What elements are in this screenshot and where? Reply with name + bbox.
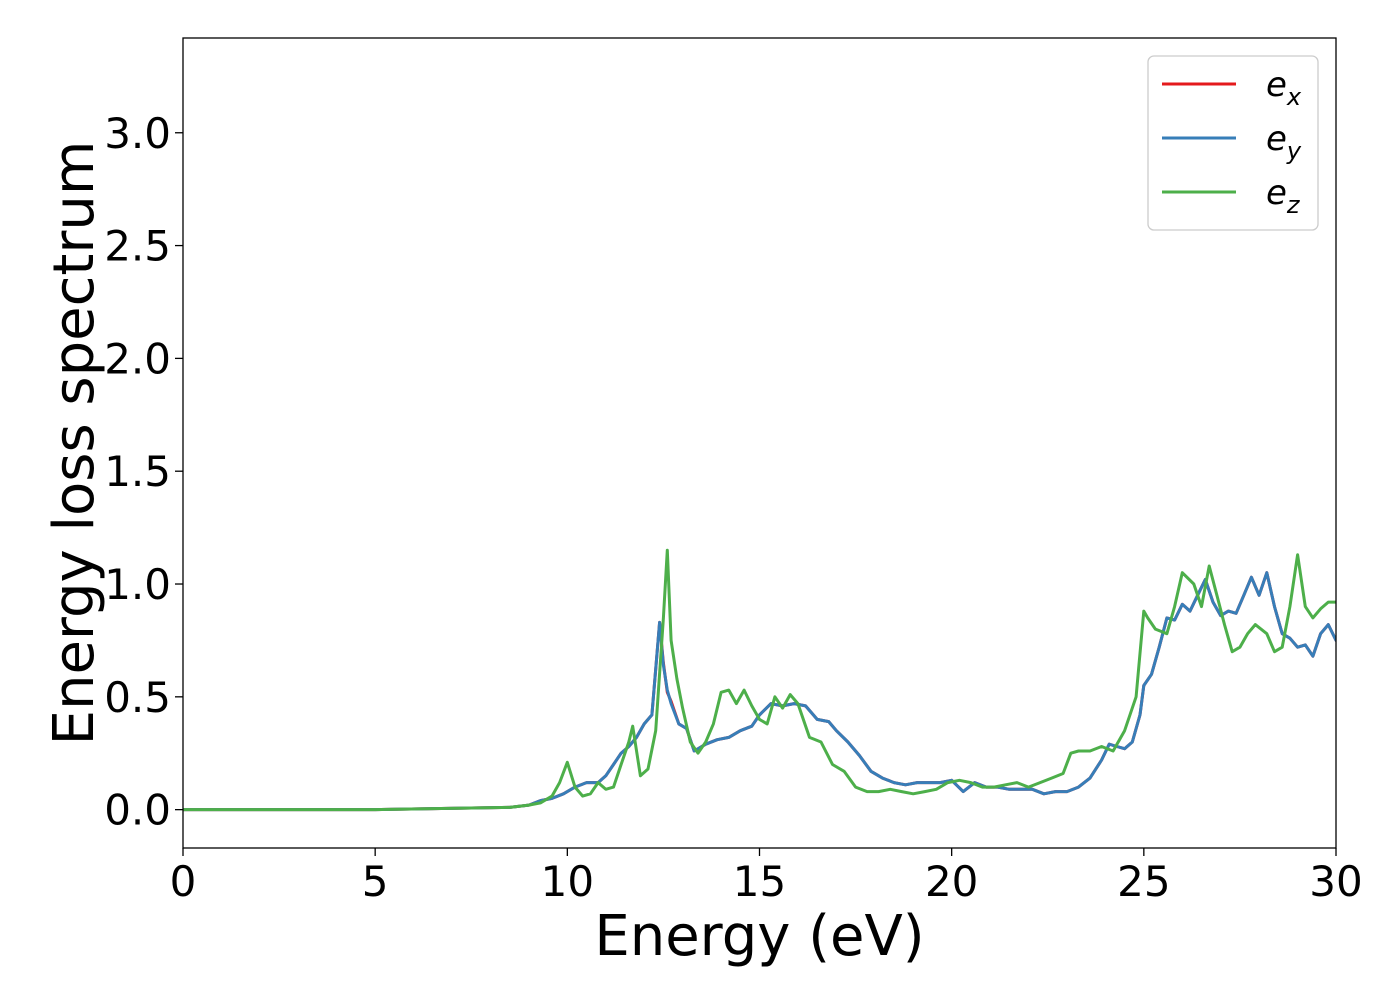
x-tick-label: 0 <box>170 857 197 906</box>
legend-label-z: ez <box>1266 173 1301 219</box>
y-axis-title: Energy loss spectrum <box>42 141 107 746</box>
y-tick-label: 1.5 <box>104 447 171 496</box>
series-lines <box>183 548 1336 812</box>
y-tick-label: 1.0 <box>104 560 171 609</box>
x-tick-label: 25 <box>1117 857 1170 906</box>
legend: ex ey ez <box>1147 55 1319 231</box>
series-line-y <box>183 571 1336 812</box>
series-line-x <box>183 571 1336 812</box>
legend-frame <box>1147 55 1319 231</box>
legend-label-x: ex <box>1266 65 1302 111</box>
y-tick-label: 3.0 <box>104 109 171 158</box>
x-axis-title: Energy (eV) <box>594 904 924 969</box>
legend-label-y: ey <box>1266 119 1302 165</box>
x-tick-label: 5 <box>362 857 389 906</box>
y-tick-label: 2.0 <box>104 334 171 383</box>
series-line-z <box>183 548 1336 812</box>
y-tick-label: 2.5 <box>104 222 171 271</box>
y-tick-label: 0.5 <box>104 673 171 722</box>
plot-frame <box>182 37 1337 849</box>
x-tick-label: 15 <box>733 857 786 906</box>
x-tick-label: 20 <box>925 857 978 906</box>
x-axis-ticks: 0 5 10 15 20 25 30 <box>170 848 1363 906</box>
y-tick-label: 0.0 <box>104 786 171 835</box>
y-axis-ticks: 0.0 0.5 1.0 1.5 2.0 2.5 3.0 <box>104 109 183 835</box>
x-tick-label: 30 <box>1309 857 1362 906</box>
x-tick-label: 10 <box>541 857 594 906</box>
